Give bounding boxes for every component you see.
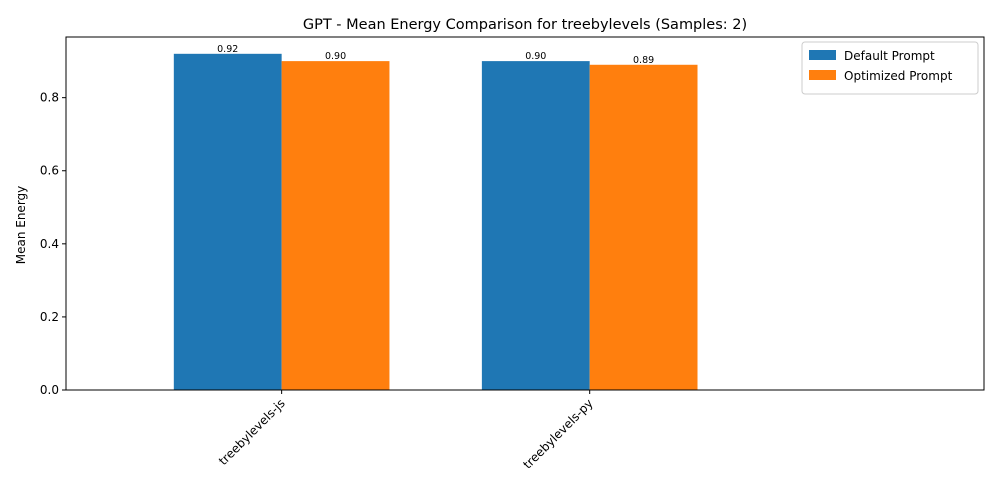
bar-value-label: 0.92 <box>217 44 238 55</box>
y-tick-label: 0.0 <box>40 383 59 397</box>
legend-swatch <box>809 50 836 60</box>
y-tick-label: 0.6 <box>40 164 59 178</box>
x-tick-label: treebylevels-py <box>520 396 595 471</box>
y-tick-label: 0.2 <box>40 310 59 324</box>
legend: Default Prompt Optimized Prompt <box>801 41 979 95</box>
bar-value-label: 0.90 <box>525 51 546 62</box>
plot-frame <box>65 36 985 391</box>
bar-value-label: 0.89 <box>633 55 654 66</box>
plot-area: 0.0 0.2 0.4 0.6 0.8 0.92 0.90 treebylevels-js 0.… <box>40 44 698 472</box>
bar-value-label: 0.90 <box>325 51 346 62</box>
legend-label: Default Prompt <box>844 49 935 63</box>
x-tick-label: treebylevels-js <box>216 396 288 468</box>
legend-label: Optimized Prompt <box>844 69 953 83</box>
y-tick-label: 0.4 <box>40 237 59 251</box>
bar-optimized-prompt-1 <box>589 64 698 391</box>
bar-default-prompt-0 <box>173 53 282 391</box>
bar-default-prompt-1 <box>481 61 590 390</box>
y-axis-label: Mean Energy <box>14 186 28 265</box>
bar-optimized-prompt-0 <box>281 61 390 390</box>
y-tick-label: 0.8 <box>40 91 59 105</box>
chart-title: GPT - Mean Energy Comparison for treebyl… <box>303 17 747 33</box>
legend-swatch <box>809 70 836 80</box>
legend-box <box>801 41 979 95</box>
